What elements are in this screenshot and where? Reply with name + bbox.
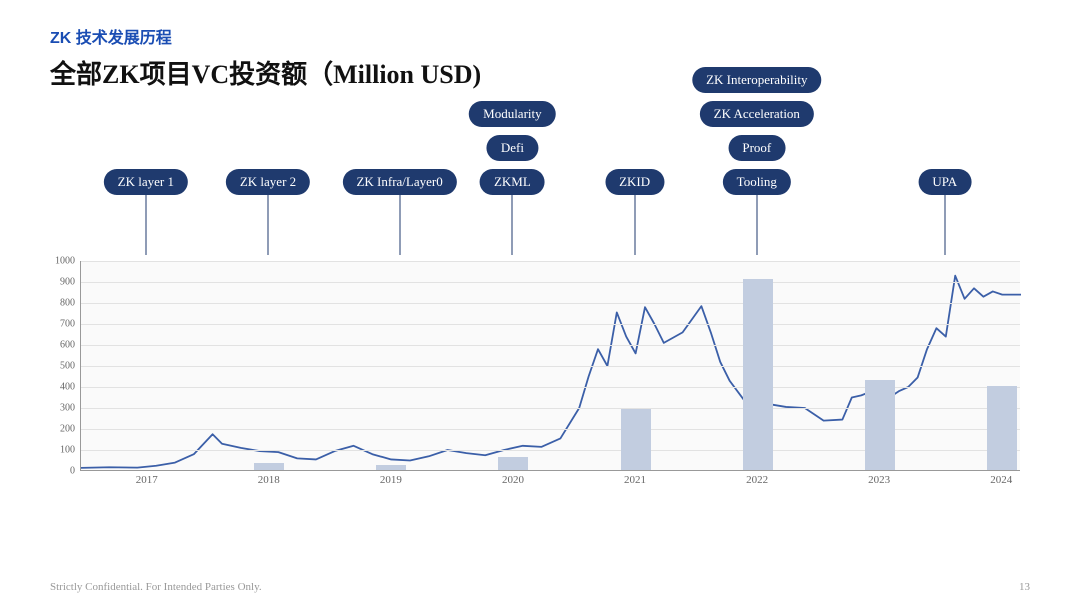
x-tick-label: 2019 <box>380 474 402 486</box>
timeline-pill: ZK layer 1 <box>104 169 188 195</box>
timeline-connector <box>634 195 635 255</box>
y-tick-label: 0 <box>70 466 81 477</box>
timeline-pill: ZK Interoperability <box>692 67 821 93</box>
bar <box>987 386 1017 470</box>
x-tick-label: 2020 <box>502 474 524 486</box>
slide: ZK 技术发展历程 全部ZK项目VC投资额（Million USD) ZK la… <box>0 0 1080 607</box>
timeline-connector <box>512 195 513 255</box>
timeline-pill: ZKID <box>605 169 664 195</box>
y-tick-label: 200 <box>60 424 81 435</box>
timeline-connector <box>145 195 146 255</box>
y-tick-label: 100 <box>60 445 81 456</box>
x-tick-label: 2022 <box>746 474 768 486</box>
y-tick-label: 1000 <box>55 256 81 267</box>
timeline-connector <box>399 195 400 255</box>
bar <box>743 279 773 470</box>
gridline <box>81 324 1020 325</box>
page-number: 13 <box>1019 581 1030 593</box>
timeline-pill: ZK Acceleration <box>700 101 814 127</box>
y-tick-label: 600 <box>60 340 81 351</box>
x-tick-label: 2024 <box>990 474 1012 486</box>
bar <box>376 465 406 470</box>
bar <box>498 457 528 470</box>
timeline-connector <box>944 195 945 255</box>
gridline <box>81 303 1020 304</box>
timeline-pill: UPA <box>918 169 971 195</box>
timeline-pill: ZK layer 2 <box>226 169 310 195</box>
chart: 0100200300400500600700800900100020172018… <box>50 261 1030 491</box>
timeline-pills: ZK layer 1ZK layer 2ZK Infra/Layer0Modul… <box>80 105 1020 255</box>
timeline-pill: Modularity <box>469 101 556 127</box>
x-tick-label: 2021 <box>624 474 646 486</box>
footer: Strictly Confidential. For Intended Part… <box>50 581 1030 593</box>
footer-confidential: Strictly Confidential. For Intended Part… <box>50 581 262 593</box>
timeline-pill: ZK Infra/Layer0 <box>342 169 456 195</box>
y-tick-label: 800 <box>60 298 81 309</box>
bar <box>621 409 651 470</box>
y-tick-label: 900 <box>60 277 81 288</box>
gridline <box>81 345 1020 346</box>
page-title: 全部ZK项目VC投资额（Million USD) <box>50 54 1030 91</box>
y-tick-label: 500 <box>60 361 81 372</box>
y-tick-label: 400 <box>60 382 81 393</box>
timeline-pill: Tooling <box>723 169 791 195</box>
y-tick-label: 300 <box>60 403 81 414</box>
y-tick-label: 700 <box>60 319 81 330</box>
gridline <box>81 282 1020 283</box>
bar <box>254 463 284 470</box>
timeline-pill: ZKML <box>480 169 545 195</box>
x-tick-label: 2018 <box>258 474 280 486</box>
timeline-pill: Defi <box>487 135 538 161</box>
timeline-connector <box>756 195 757 255</box>
bar <box>865 380 895 470</box>
gridline <box>81 366 1020 367</box>
timeline-pill: Proof <box>728 135 785 161</box>
x-tick-label: 2017 <box>136 474 158 486</box>
x-tick-label: 2023 <box>868 474 890 486</box>
gridline <box>81 261 1020 262</box>
timeline-connector <box>268 195 269 255</box>
section-header: ZK 技术发展历程 <box>50 24 1030 48</box>
chart-plot-area: 0100200300400500600700800900100020172018… <box>80 261 1020 471</box>
